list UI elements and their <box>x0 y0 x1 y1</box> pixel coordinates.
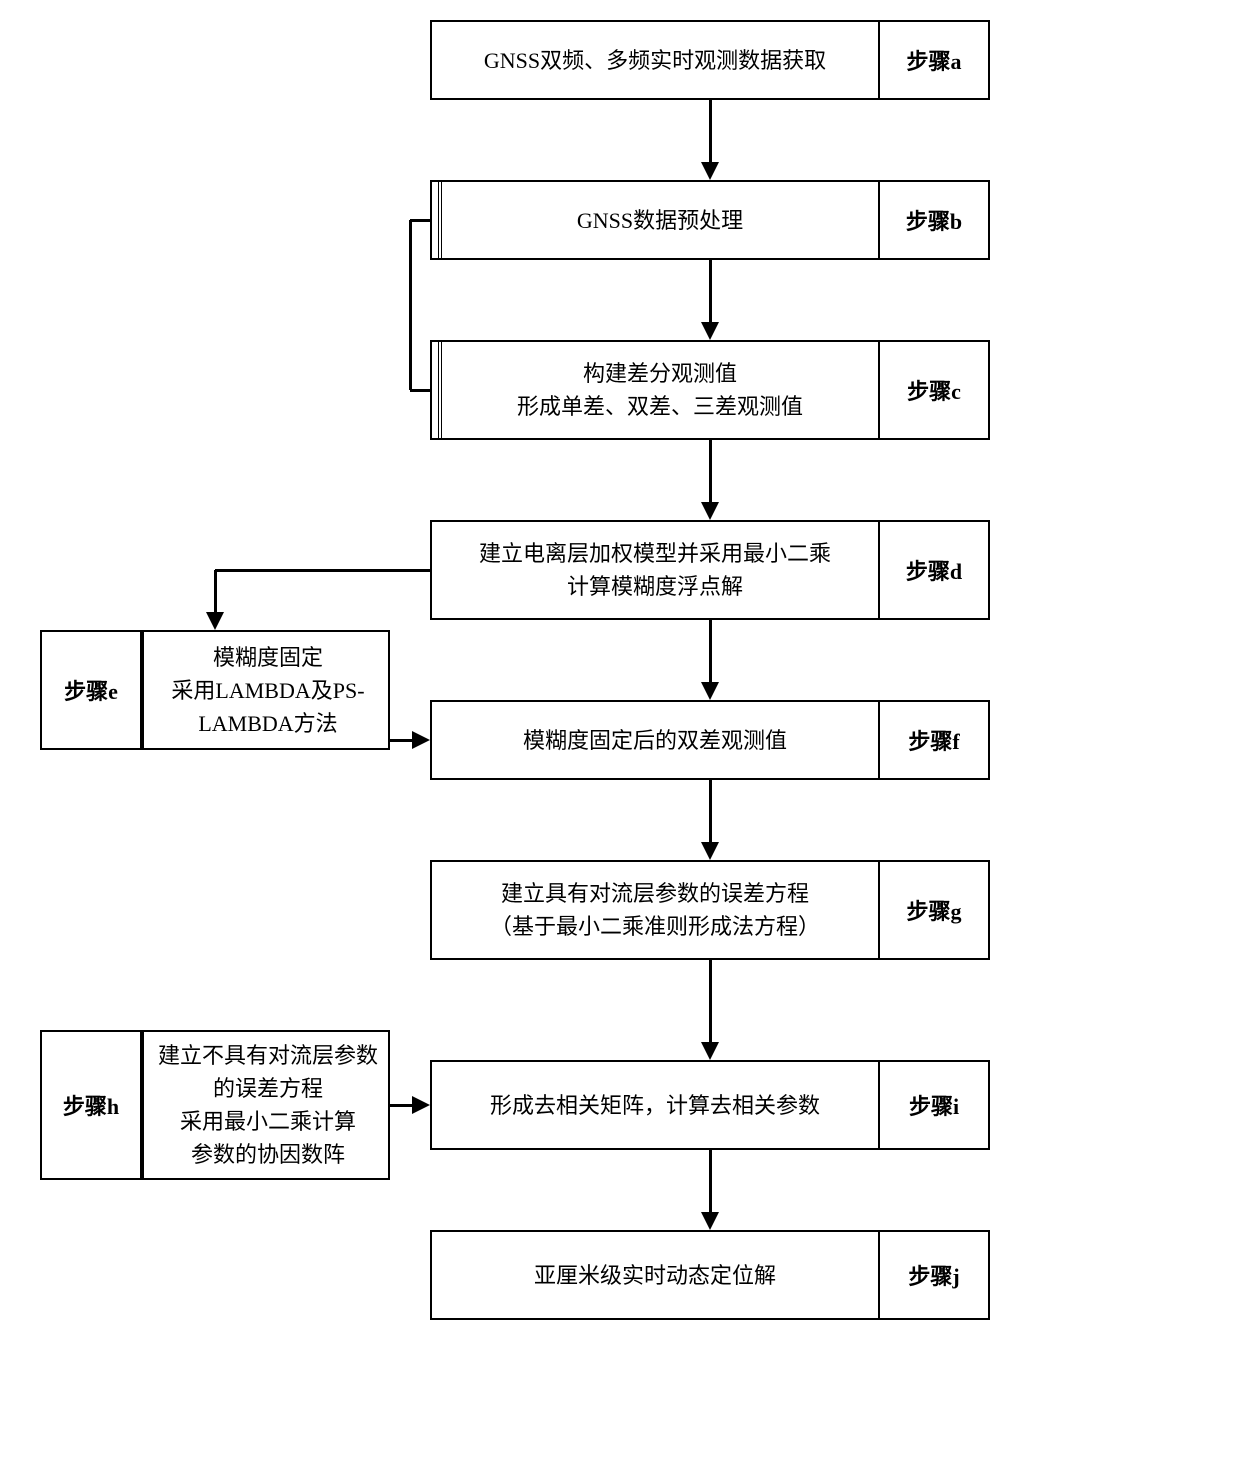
node-b-line-0: GNSS数据预处理 <box>577 204 743 237</box>
node-c: 构建差分观测值形成单差、双差、三差观测值步骤c <box>430 340 990 440</box>
arrow-down-icon <box>701 1042 719 1060</box>
node-e: 步骤e模糊度固定采用LAMBDA及PS-LAMBDA方法 <box>40 630 390 750</box>
arrow-down-icon <box>701 682 719 700</box>
node-b: GNSS数据预处理 步骤b <box>430 180 990 260</box>
node-g-step-label: 步骤g <box>878 862 988 958</box>
node-a: GNSS双频、多频实时观测数据获取 步骤a <box>430 20 990 100</box>
node-d-step-label: 步骤d <box>878 522 988 618</box>
arrow-down-icon <box>206 612 224 630</box>
node-e-line-1: 采用LAMBDA及PS- <box>171 674 364 707</box>
node-i-step-label: 步骤i <box>878 1062 988 1148</box>
arrow-down-icon <box>701 502 719 520</box>
node-j: 亚厘米级实时动态定位解 步骤j <box>430 1230 990 1320</box>
node-c-line-1: 形成单差、双差、三差观测值 <box>517 390 803 423</box>
node-h-line-2: 采用最小二乘计算 <box>180 1105 356 1138</box>
node-g: 建立具有对流层参数的误差方程（基于最小二乘准则形成法方程）步骤g <box>430 860 990 960</box>
node-c-line-0: 构建差分观测值 <box>583 357 737 390</box>
arrow-right-icon <box>412 731 430 749</box>
node-f-line-0: 模糊度固定后的双差观测值 <box>523 724 787 757</box>
node-d: 建立电离层加权模型并采用最小二乘计算模糊度浮点解步骤d <box>430 520 990 620</box>
node-i-content: 形成去相关矩阵，计算去相关参数 <box>432 1062 878 1148</box>
connector-line <box>709 440 712 504</box>
node-f-step-label: 步骤f <box>878 702 988 778</box>
node-a-step-label: 步骤a <box>878 22 988 98</box>
connector-line <box>390 739 414 742</box>
node-b-step-label: 步骤b <box>878 182 988 258</box>
node-f-content: 模糊度固定后的双差观测值 <box>432 702 878 778</box>
node-j-content: 亚厘米级实时动态定位解 <box>432 1232 878 1318</box>
node-g-line-1: （基于最小二乘准则形成法方程） <box>490 910 820 943</box>
node-g-line-0: 建立具有对流层参数的误差方程 <box>501 877 809 910</box>
arrow-down-icon <box>701 1212 719 1230</box>
node-g-content: 建立具有对流层参数的误差方程（基于最小二乘准则形成法方程） <box>432 862 878 958</box>
connector-line <box>709 620 712 684</box>
node-i: 形成去相关矩阵，计算去相关参数 步骤i <box>430 1060 990 1150</box>
connector-line <box>709 1150 712 1214</box>
connector-line <box>709 780 712 844</box>
node-d-line-0: 建立电离层加权模型并采用最小二乘 <box>479 537 831 570</box>
node-h-line-3: 参数的协因数阵 <box>191 1138 345 1171</box>
connector-line <box>410 389 430 392</box>
double-divider <box>432 182 442 258</box>
node-j-line-0: 亚厘米级实时动态定位解 <box>534 1259 776 1292</box>
node-h-content: 建立不具有对流层参数的误差方程采用最小二乘计算参数的协因数阵 <box>148 1032 388 1178</box>
connector-line <box>709 100 712 164</box>
node-h-step-label: 步骤h <box>42 1032 142 1178</box>
node-i-line-0: 形成去相关矩阵，计算去相关参数 <box>490 1089 820 1122</box>
connector-line <box>709 960 712 1044</box>
flowchart-canvas: GNSS双频、多频实时观测数据获取步骤aGNSS数据预处理步骤b构建差分观测值形… <box>0 0 1240 1461</box>
node-e-line-2: LAMBDA方法 <box>198 707 337 740</box>
node-e-step-label: 步骤e <box>42 632 142 748</box>
node-c-content: 构建差分观测值形成单差、双差、三差观测值 <box>442 342 878 438</box>
connector-line <box>215 569 430 572</box>
arrow-down-icon <box>701 162 719 180</box>
node-h: 步骤h建立不具有对流层参数的误差方程采用最小二乘计算参数的协因数阵 <box>40 1030 390 1180</box>
arrow-down-icon <box>701 842 719 860</box>
connector-line <box>214 570 217 614</box>
node-a-line-0: GNSS双频、多频实时观测数据获取 <box>484 44 826 77</box>
node-e-line-0: 模糊度固定 <box>213 641 323 674</box>
arrow-right-icon <box>412 1096 430 1114</box>
node-a-content: GNSS双频、多频实时观测数据获取 <box>432 22 878 98</box>
connector-line <box>709 260 712 324</box>
double-divider <box>432 342 442 438</box>
node-h-line-1: 的误差方程 <box>213 1072 323 1105</box>
node-c-step-label: 步骤c <box>878 342 988 438</box>
node-h-line-0: 建立不具有对流层参数 <box>158 1039 378 1072</box>
arrow-down-icon <box>701 322 719 340</box>
node-b-content: GNSS数据预处理 <box>442 182 878 258</box>
node-f: 模糊度固定后的双差观测值 步骤f <box>430 700 990 780</box>
connector-line <box>390 1104 414 1107</box>
node-d-line-1: 计算模糊度浮点解 <box>567 570 743 603</box>
node-d-content: 建立电离层加权模型并采用最小二乘计算模糊度浮点解 <box>432 522 878 618</box>
node-j-step-label: 步骤j <box>878 1232 988 1318</box>
connector-line <box>410 219 430 222</box>
connector-line <box>409 220 412 390</box>
node-e-content: 模糊度固定采用LAMBDA及PS-LAMBDA方法 <box>148 632 388 748</box>
